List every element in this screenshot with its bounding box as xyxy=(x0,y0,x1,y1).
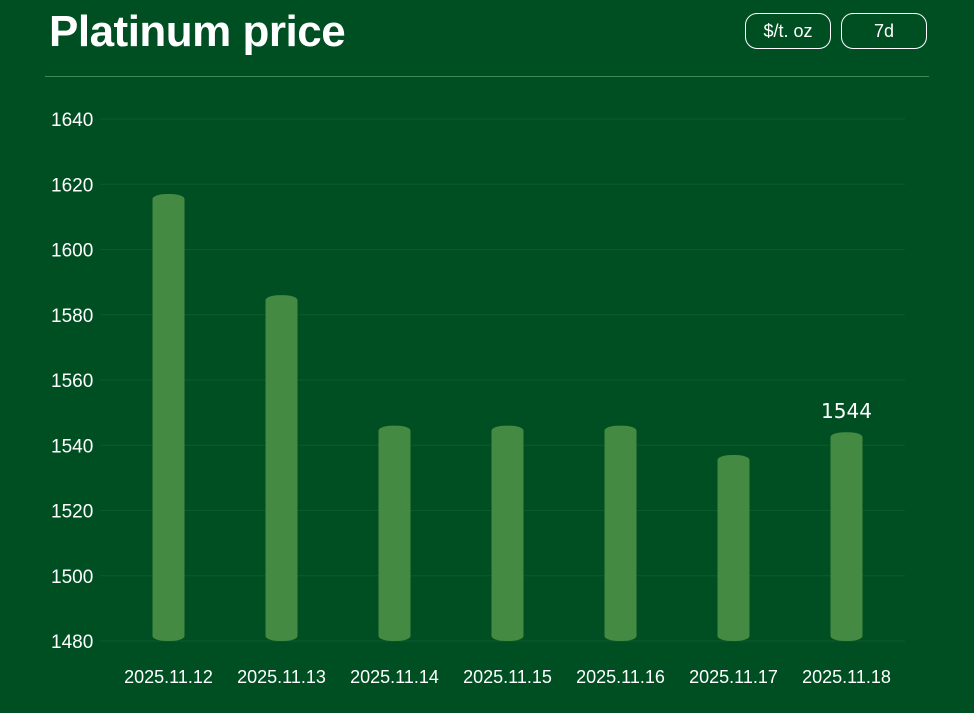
header-divider xyxy=(45,76,929,77)
x-tick-label-2025.11.16: 2025.11.16 xyxy=(576,667,665,687)
range-toggle-button[interactable]: 7d xyxy=(841,13,927,49)
data-labels: 1544 xyxy=(821,399,872,423)
unit-toggle-button[interactable]: $/t. oz xyxy=(745,13,831,49)
x-axis: 2025.11.12 2025.11.13 2025.11.14 2025.11.15… xyxy=(124,667,891,687)
bar-2025.11.14 xyxy=(378,425,411,641)
y-tick-label-1480: 1480 xyxy=(51,632,93,653)
y-tick-label-1500: 1500 xyxy=(51,567,93,588)
x-tick-label-2025.11.17: 2025.11.17 xyxy=(689,667,778,687)
data-label-2025.11.18: 1544 xyxy=(821,399,872,423)
y-tick-label-1520: 1520 xyxy=(51,502,93,523)
y-axis: 1480 1500 1520 1540 1560 1580 1600 1620 1640 xyxy=(51,110,93,653)
y-tick-label-1620: 1620 xyxy=(51,175,93,196)
x-tick-label-2025.11.12: 2025.11.12 xyxy=(124,667,213,687)
page-title: Platinum price xyxy=(49,7,346,56)
y-tick-label-1580: 1580 xyxy=(51,306,93,327)
y-tick-label-1640: 1640 xyxy=(51,110,93,131)
x-tick-label-2025.11.13: 2025.11.13 xyxy=(237,667,326,687)
bar-2025.11.17 xyxy=(717,455,750,641)
y-tick-label-1560: 1560 xyxy=(51,371,93,392)
bar-2025.11.13 xyxy=(265,295,298,641)
x-tick-label-2025.11.15: 2025.11.15 xyxy=(463,667,552,687)
y-tick-label-1600: 1600 xyxy=(51,241,93,262)
bars xyxy=(152,194,863,641)
bar-2025.11.15 xyxy=(491,425,524,641)
x-tick-label-2025.11.14: 2025.11.14 xyxy=(350,667,439,687)
bar-2025.11.18 xyxy=(830,432,863,641)
bar-2025.11.12 xyxy=(152,194,185,641)
x-tick-label-2025.11.18: 2025.11.18 xyxy=(802,667,891,687)
y-tick-label-1540: 1540 xyxy=(51,436,93,457)
bar-2025.11.16 xyxy=(604,425,637,641)
